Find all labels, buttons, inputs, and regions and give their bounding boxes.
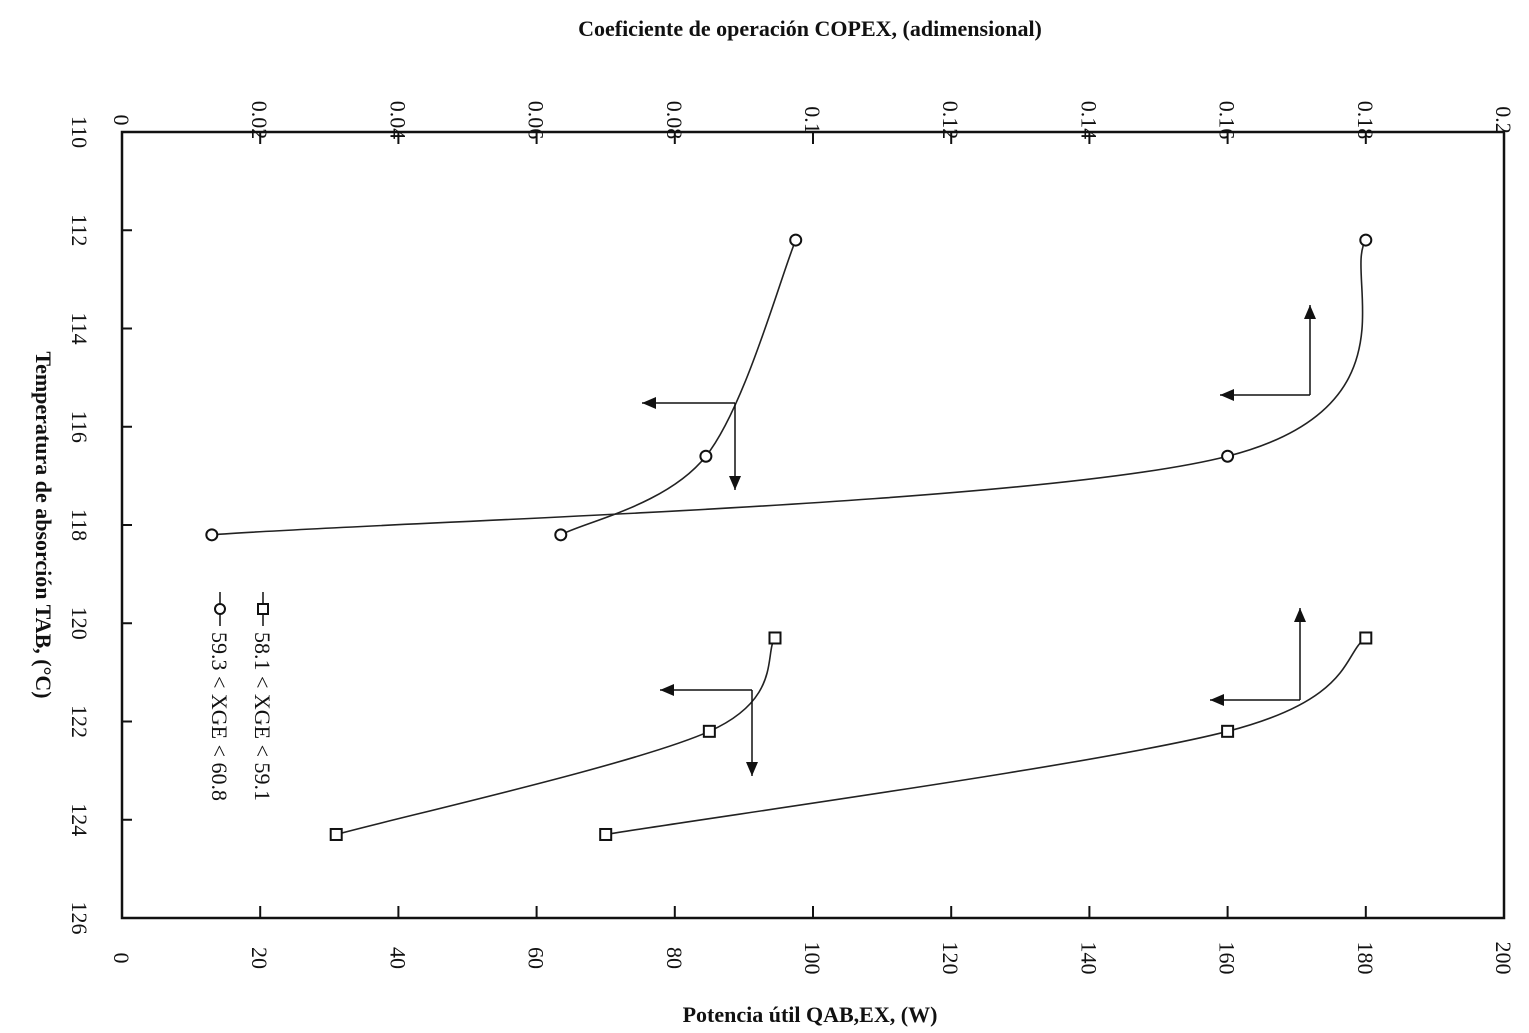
top-axis-title: Coeficiente de operación COPEX, (adimens… bbox=[578, 16, 1042, 41]
arrow-head bbox=[1304, 305, 1316, 319]
bottom-tick-label: 20 bbox=[247, 947, 272, 969]
bottom-tick-label: 120 bbox=[938, 942, 963, 975]
bottom-tick-label: 60 bbox=[524, 947, 549, 969]
curve-square-bottom bbox=[605, 637, 1367, 836]
bottom-tick-label: 180 bbox=[1353, 942, 1378, 975]
left-tick-label: 110 bbox=[67, 116, 92, 148]
legend: 58.1 < XGE < 59.1 59.3 < XGE < 60.8 bbox=[207, 592, 275, 801]
top-tick-label: 0.04 bbox=[385, 101, 410, 140]
plot-frame bbox=[120, 130, 1506, 920]
square-marker bbox=[1359, 631, 1373, 645]
square-marker bbox=[329, 827, 343, 841]
bottom-tick-label: 100 bbox=[800, 942, 825, 975]
bottom-axis-title: Potencia útil QAB,EX, (W) bbox=[683, 1002, 938, 1027]
top-tick-label: 0.14 bbox=[1076, 101, 1101, 140]
legend-square-marker bbox=[257, 603, 269, 615]
left-tick-label: 122 bbox=[67, 705, 92, 738]
circle-marker bbox=[1221, 449, 1235, 463]
square-marker bbox=[768, 631, 782, 645]
bottom-tick-label: 0 bbox=[109, 953, 134, 964]
circle-marker bbox=[699, 449, 713, 463]
left-tick-label: 124 bbox=[67, 803, 92, 836]
left-axis-title: Temperatura de absorción TAB, (°C) bbox=[31, 351, 56, 698]
top-tick-label: 0.02 bbox=[247, 101, 272, 140]
bottom-tick-label: 200 bbox=[1491, 942, 1516, 975]
square-marker bbox=[599, 827, 613, 841]
left-tick-label: 120 bbox=[67, 607, 92, 640]
left-tick-label: 114 bbox=[67, 312, 92, 344]
series-markers bbox=[205, 233, 1373, 841]
legend-entry-squares: 58.1 < XGE < 59.1 bbox=[250, 592, 275, 801]
legend-circle-marker bbox=[214, 603, 226, 615]
top-tick-label: 0.08 bbox=[662, 101, 687, 140]
arrow-head bbox=[729, 476, 741, 490]
circle-marker bbox=[789, 233, 803, 247]
circle-marker bbox=[205, 528, 219, 542]
curve-circle-bottom bbox=[211, 239, 1367, 536]
top-tick-label: 0.1 bbox=[800, 106, 825, 134]
top-tick-label: 0 bbox=[109, 115, 134, 126]
arrow-head bbox=[642, 397, 656, 409]
axis-tick-labels: 0 0.02 0.04 0.06 0.08 0.1 0.12 0.14 0.16 0.18 0.2 0… bbox=[67, 101, 1516, 975]
left-tick-label: 116 bbox=[67, 411, 92, 443]
top-tick-label: 0.2 bbox=[1491, 106, 1516, 134]
bottom-tick-label: 40 bbox=[385, 947, 410, 969]
arrow-head bbox=[746, 762, 758, 776]
square-marker bbox=[1221, 724, 1235, 738]
legend-label-circles: 59.3 < XGE < 60.8 bbox=[207, 632, 232, 801]
top-tick-label: 0.16 bbox=[1215, 101, 1240, 140]
left-tick-label: 118 bbox=[67, 509, 92, 541]
top-tick-label: 0.06 bbox=[524, 101, 549, 140]
left-tick-label: 126 bbox=[67, 902, 92, 935]
legend-label-squares: 58.1 < XGE < 59.1 bbox=[250, 632, 275, 801]
arrow-head bbox=[1220, 389, 1234, 401]
square-marker bbox=[702, 724, 716, 738]
bottom-tick-label: 140 bbox=[1076, 942, 1101, 975]
top-tick-label: 0.12 bbox=[938, 101, 963, 140]
axis-ticks bbox=[121, 131, 1505, 919]
curve-square-top bbox=[335, 637, 776, 836]
arrow-head bbox=[660, 684, 674, 696]
left-tick-label: 112 bbox=[67, 214, 92, 246]
bottom-tick-label: 160 bbox=[1215, 942, 1240, 975]
top-tick-label: 0.18 bbox=[1353, 101, 1378, 140]
arrow-head bbox=[1294, 608, 1306, 622]
legend-entry-circles: 59.3 < XGE < 60.8 bbox=[207, 592, 232, 801]
bottom-tick-label: 80 bbox=[662, 947, 687, 969]
arrow-head bbox=[1210, 694, 1224, 706]
axis-indicator-arrows bbox=[642, 305, 1316, 776]
circle-marker bbox=[1359, 233, 1373, 247]
circle-marker bbox=[554, 528, 568, 542]
